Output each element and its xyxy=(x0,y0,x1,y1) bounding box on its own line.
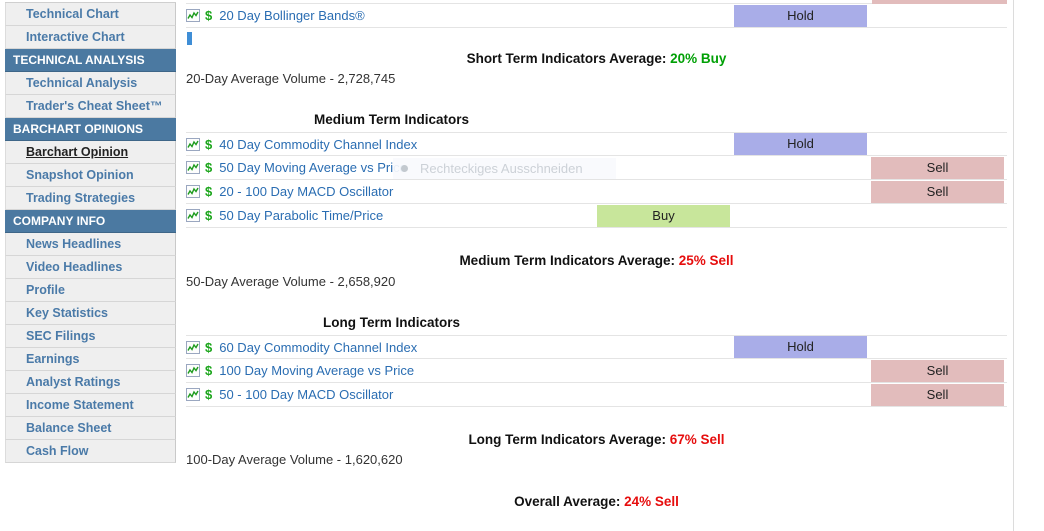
sidebar-item-video-headlines[interactable]: Video Headlines xyxy=(5,256,176,279)
indicator-name-cell: $ 20 - 100 Day MACD Oscillator xyxy=(186,180,597,203)
sidebar-item-cash-flow[interactable]: Cash Flow xyxy=(5,440,176,463)
sidebar-item-interactive-chart[interactable]: Interactive Chart xyxy=(5,26,176,49)
sidebar-item-trading-strategies[interactable]: Trading Strategies xyxy=(5,187,176,210)
medium-term-title: Medium Term Indicators xyxy=(313,112,470,127)
sidebar-item-key-statistics[interactable]: Key Statistics xyxy=(5,302,176,325)
indicator-link[interactable]: 20 - 100 Day MACD Oscillator xyxy=(219,184,394,199)
indicator-row: $ 50 Day Parabolic Time/Price Buy xyxy=(186,204,1007,228)
sidebar-item-traders-cheat-sheet[interactable]: Trader's Cheat Sheet™ xyxy=(5,95,176,118)
sidebar-item-sec-filings[interactable]: SEC Filings xyxy=(5,325,176,348)
indicator-name-cell: $ 40 Day Commodity Channel Index xyxy=(186,133,597,155)
indicator-name-cell: $ 50 - 100 Day MACD Oscillator xyxy=(186,383,597,406)
overall-average-label: Overall Average: xyxy=(514,494,621,509)
short-term-average-value: 20% Buy xyxy=(670,51,727,66)
dollar-icon[interactable]: $ xyxy=(205,208,213,223)
indicator-row: $ 100 Day Moving Average vs Price Sell xyxy=(186,359,1007,383)
cutoff-row xyxy=(186,0,1007,4)
long-term-average-label: Long Term Indicators Average: xyxy=(468,432,666,447)
chart-icon[interactable] xyxy=(186,9,200,22)
chart-icon[interactable] xyxy=(186,388,200,401)
sidebar-item-technical-chart[interactable]: Technical Chart xyxy=(5,3,176,26)
indicator-name-cell: $ 50 Day Parabolic Time/Price xyxy=(186,204,597,227)
indicator-link[interactable]: 40 Day Commodity Channel Index xyxy=(219,136,418,152)
sidebar-item-balance-sheet[interactable]: Balance Sheet xyxy=(5,417,176,440)
long-term-title: Long Term Indicators xyxy=(322,315,460,330)
signal-badge-buy: Buy xyxy=(597,204,730,227)
indicator-name-cell: $ 50 Day Moving Average vs Price xyxy=(186,156,597,179)
sidebar-item-income-statement[interactable]: Income Statement xyxy=(5,394,176,417)
dollar-icon[interactable]: $ xyxy=(205,387,213,402)
sidebar-nav: Technical Chart Interactive Chart TECHNI… xyxy=(5,2,176,463)
signal-badge-sell: Sell xyxy=(871,359,1004,382)
sidebar-header-technical-analysis: TECHNICAL ANALYSIS xyxy=(5,49,176,72)
indicator-link[interactable]: 50 Day Parabolic Time/Price xyxy=(219,208,384,223)
opinion-content: $ 20 Day Bollinger Bands® Hold Short Ter… xyxy=(186,0,1014,509)
short-term-average: Short Term Indicators Average: 20% Buy xyxy=(186,51,1007,66)
signal-badge-hold: Hold xyxy=(734,336,867,358)
long-term-volume: 100-Day Average Volume - 1,620,620 xyxy=(186,452,403,467)
chart-icon[interactable] xyxy=(186,364,200,377)
overall-average: Overall Average: 24% Sell xyxy=(186,494,1007,509)
indicator-link[interactable]: 20 Day Bollinger Bands® xyxy=(219,8,365,23)
signal-badge-sell: Sell xyxy=(871,383,1004,406)
indicator-link[interactable]: 100 Day Moving Average vs Price xyxy=(219,363,415,378)
sidebar-item-snapshot-opinion[interactable]: Snapshot Opinion xyxy=(5,164,176,187)
indicator-row: $ 20 - 100 Day MACD Oscillator Sell xyxy=(186,180,1007,204)
overall-average-value: 24% Sell xyxy=(624,494,679,509)
sidebar-item-profile[interactable]: Profile xyxy=(5,279,176,302)
indicator-name-cell: $ 100 Day Moving Average vs Price xyxy=(186,359,597,382)
chart-icon[interactable] xyxy=(186,340,200,354)
short-term-average-label: Short Term Indicators Average: xyxy=(466,51,667,66)
medium-term-volume: 50-Day Average Volume - 2,658,920 xyxy=(186,274,396,289)
medium-term-average-value: 25% Sell xyxy=(678,253,734,268)
chart-icon[interactable] xyxy=(186,185,200,198)
indicator-name-cell: $ 60 Day Commodity Channel Index xyxy=(186,336,597,358)
dollar-icon[interactable]: $ xyxy=(205,160,213,175)
chart-icon[interactable] xyxy=(186,161,200,174)
snip-tooltip-text: Rechteckiges Ausschneiden xyxy=(420,161,583,176)
dollar-icon[interactable]: $ xyxy=(205,339,213,355)
sidebar-item-earnings[interactable]: Earnings xyxy=(5,348,176,371)
chart-icon[interactable] xyxy=(186,137,200,151)
indicator-row: $ 60 Day Commodity Channel Index Hold xyxy=(186,335,1007,359)
sidebar-header-barchart-opinions: BARCHART OPINIONS xyxy=(5,118,176,141)
dollar-icon[interactable]: $ xyxy=(205,8,213,23)
indicator-row: $ 40 Day Commodity Channel Index Hold xyxy=(186,132,1007,156)
sidebar-item-technical-analysis[interactable]: Technical Analysis xyxy=(5,72,176,95)
sidebar-item-barchart-opinion[interactable]: Barchart Opinion xyxy=(5,141,176,164)
indicator-row: $ 20 Day Bollinger Bands® Hold xyxy=(186,4,1007,28)
dollar-icon[interactable]: $ xyxy=(205,184,213,199)
indicator-row: $ 50 - 100 Day MACD Oscillator Sell xyxy=(186,383,1007,407)
indicator-link[interactable]: 50 - 100 Day MACD Oscillator xyxy=(219,387,394,402)
indicator-name-cell: $ 20 Day Bollinger Bands® xyxy=(186,4,597,27)
long-term-average-value: 67% Sell xyxy=(669,432,725,447)
signal-badge-sell: Sell xyxy=(871,180,1004,203)
medium-term-average: Medium Term Indicators Average: 25% Sell xyxy=(186,253,1007,268)
signal-badge-sell: Sell xyxy=(871,156,1004,179)
sidebar-item-analyst-ratings[interactable]: Analyst Ratings xyxy=(5,371,176,394)
medium-term-average-label: Medium Term Indicators Average: xyxy=(459,253,675,268)
snipping-tool-tooltip: Rechteckiges Ausschneiden xyxy=(393,158,616,179)
dollar-icon[interactable]: $ xyxy=(205,136,213,152)
sidebar-item-news-headlines[interactable]: News Headlines xyxy=(5,233,176,256)
content-right-divider xyxy=(1013,0,1014,531)
dollar-icon[interactable]: $ xyxy=(205,363,213,378)
text-cursor-bar xyxy=(187,32,192,45)
sidebar-header-company-info: COMPANY INFO xyxy=(5,210,176,233)
cutoff-sell-badge xyxy=(872,0,1007,4)
indicator-link[interactable]: 60 Day Commodity Channel Index xyxy=(219,339,418,355)
indicator-row: $ 50 Day Moving Average vs Price Sell xyxy=(186,156,1007,180)
signal-badge-hold: Hold xyxy=(734,133,867,155)
chart-icon[interactable] xyxy=(186,209,200,222)
short-term-volume: 20-Day Average Volume - 2,728,745 xyxy=(186,71,396,86)
long-term-average: Long Term Indicators Average: 67% Sell xyxy=(186,432,1007,447)
snip-dot-icon xyxy=(401,165,408,172)
indicator-link[interactable]: 50 Day Moving Average vs Price xyxy=(219,160,407,175)
signal-badge-hold: Hold xyxy=(734,4,867,27)
